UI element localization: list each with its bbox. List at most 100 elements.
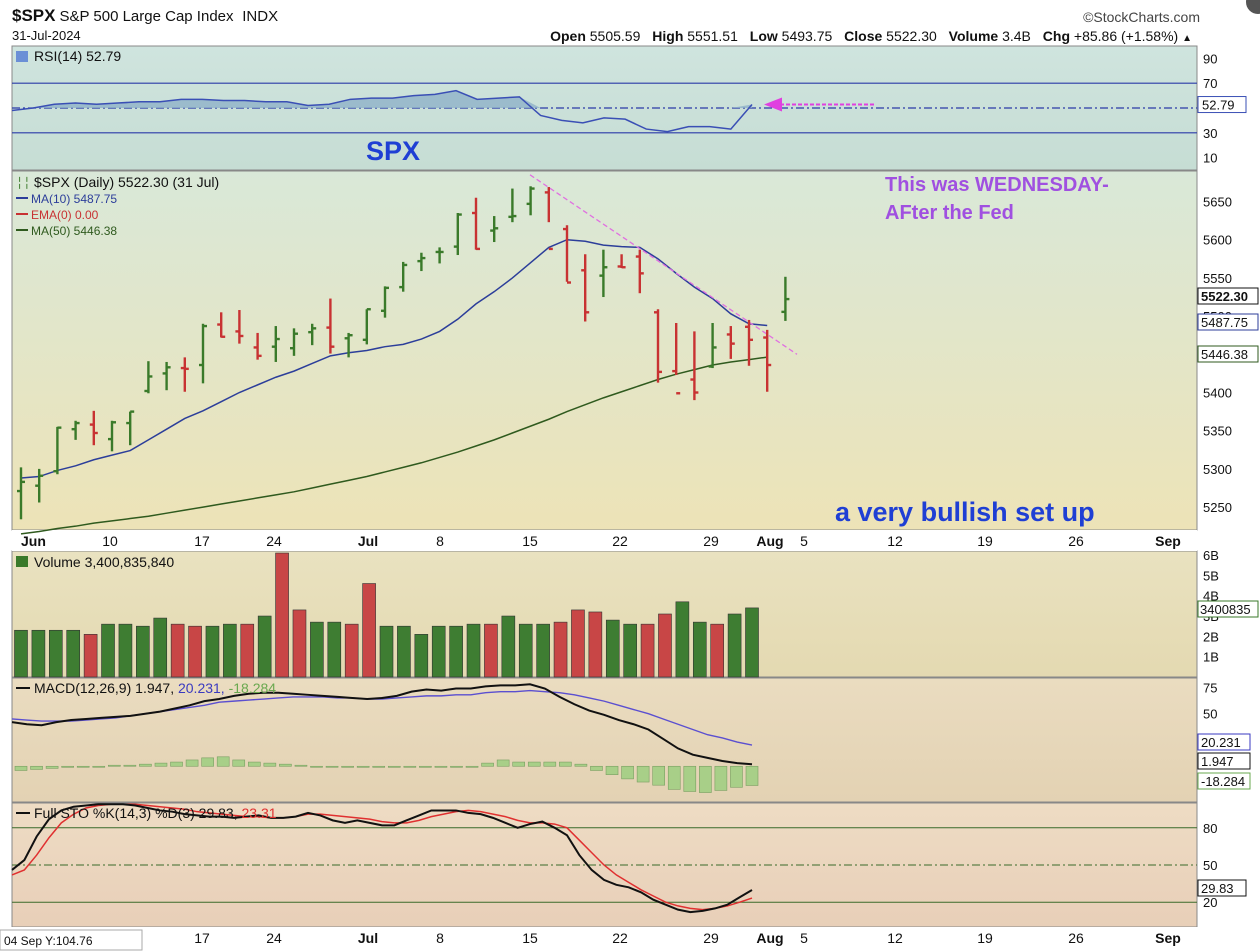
macd-last-value: -18.284 xyxy=(1201,774,1245,789)
price-title: $SPX (Daily) 5522.30 (31 Jul) xyxy=(34,174,219,190)
price-last-value: 5522.30 xyxy=(1201,289,1248,304)
brand-logo[interactable]: ©StockCharts.com xyxy=(1083,9,1200,25)
ma10-line xyxy=(20,238,768,479)
volume-last-value-box xyxy=(1197,600,1259,618)
price-last-value: 5446.38 xyxy=(1201,347,1248,362)
macd-histogram-bar xyxy=(559,761,572,767)
x-tick-label-bottom: 12 xyxy=(887,930,903,946)
volume-bar xyxy=(658,613,672,678)
macd-title-part: MACD(12,26,9) xyxy=(34,680,135,696)
volume-bar xyxy=(205,625,220,678)
x-tick-label-bottom: Sep xyxy=(1155,930,1181,946)
x-tick-label: Aug xyxy=(756,533,783,549)
macd-histogram-bar xyxy=(232,759,246,767)
chg-label: Chg xyxy=(1042,28,1071,44)
volume-bar xyxy=(571,609,585,678)
macd-histogram-bar xyxy=(247,761,261,767)
legend-entry: MA(50) 5446.38 xyxy=(31,224,117,238)
crosshair-readout-box xyxy=(0,929,143,951)
x-tick-label-bottom: Aug xyxy=(756,930,783,946)
x-tick-label: 10 xyxy=(102,533,118,549)
rsi-tick-label: 10 xyxy=(1203,151,1217,166)
volume-bar xyxy=(588,611,603,678)
corner-button-icon[interactable] xyxy=(1246,0,1260,14)
macd-histogram-bar xyxy=(61,765,74,768)
x-tick-label: 22 xyxy=(612,533,628,549)
macd-histogram-bar xyxy=(419,765,432,768)
macd-histogram-bar xyxy=(543,761,557,767)
volume-bar xyxy=(466,623,481,678)
macd-histogram-bar xyxy=(341,765,354,768)
x-tick-label: 19 xyxy=(977,533,993,549)
sto-k-line xyxy=(11,803,753,914)
volume-bar xyxy=(327,621,342,678)
volume-bar xyxy=(101,623,115,678)
arrow-annotation-icon xyxy=(764,97,782,112)
volume-bar xyxy=(240,623,255,678)
high-value: 5551.51 xyxy=(687,28,738,44)
macd-histogram-bar xyxy=(636,765,650,783)
x-tick-label: 8 xyxy=(436,533,444,549)
price-last-value-box xyxy=(1197,313,1259,331)
macd-histogram-bar xyxy=(139,763,152,767)
volume-bar xyxy=(275,552,289,678)
macd-histogram-bar xyxy=(496,759,510,767)
macd-histogram-bar xyxy=(387,765,401,768)
macd-histogram-bar xyxy=(714,765,728,791)
macd-histogram-bar xyxy=(170,761,183,767)
volume-bar xyxy=(745,607,759,678)
macd-histogram-bar xyxy=(185,759,199,767)
macd-last-value: 20.231 xyxy=(1201,735,1241,750)
ticker-title: $SPX S&P 500 Large Cap Index INDX xyxy=(12,6,278,26)
ohlc-readout: Open 5505.59 High 5551.51 Low 5493.75 Cl… xyxy=(550,28,1192,44)
volume-bar xyxy=(310,621,324,678)
spx-annotation: SPX xyxy=(366,136,420,166)
volume-tick-label: 2B xyxy=(1203,629,1219,644)
macd-histogram-bar xyxy=(356,765,370,768)
date-axis-strip xyxy=(12,530,1197,551)
volume-bar xyxy=(397,625,411,678)
x-tick-label: 12 xyxy=(887,533,903,549)
macd-histogram-bar xyxy=(590,765,603,771)
sto-last-value: 29.83 xyxy=(1201,881,1234,896)
macd-title-part: -18.284 xyxy=(229,680,277,696)
macd-histogram-bar xyxy=(123,764,137,767)
volume-bar xyxy=(414,634,429,678)
macd-title-part: 1.947, xyxy=(135,680,178,696)
x-tick-label: 15 xyxy=(522,533,538,549)
legend-entry: MA(10) 5487.75 xyxy=(31,192,117,206)
volume-bar xyxy=(49,629,63,678)
volume-bar xyxy=(449,625,463,678)
volume-bar xyxy=(136,625,150,678)
macd-histogram-bar xyxy=(512,761,526,767)
macd-histogram-bar xyxy=(108,764,121,767)
x-tick-label: 5 xyxy=(800,533,808,549)
x-tick-label-bottom: 26 xyxy=(1068,930,1084,946)
trendline xyxy=(529,174,798,355)
macd-histogram-bar xyxy=(481,762,494,767)
macd-histogram-bar xyxy=(574,763,588,767)
macd-tick-label: 50 xyxy=(1203,707,1217,722)
macd-histogram-bar xyxy=(621,765,634,780)
x-tick-label-bottom: 15 xyxy=(522,930,538,946)
macd-histogram-bar xyxy=(279,763,292,767)
x-tick-label-bottom: 5 xyxy=(800,930,808,946)
ticker-exchange: INDX xyxy=(242,8,279,25)
rsi-title: RSI(14) 52.79 xyxy=(34,48,121,64)
x-tick-label-bottom: 17 xyxy=(194,930,210,946)
price-tick-label: 5350 xyxy=(1203,424,1232,439)
high-label: High xyxy=(652,28,684,44)
macd-histogram-bar xyxy=(745,765,759,786)
macd-histogram-bar xyxy=(730,765,743,788)
volume-value: 3.4B xyxy=(1002,28,1031,44)
macd-line xyxy=(11,683,753,766)
volume-bar xyxy=(31,629,46,678)
volume-bar xyxy=(118,623,133,678)
macd-histogram-bar xyxy=(45,765,59,769)
volume-indicator-icon xyxy=(16,556,28,567)
rsi-tick-label: 90 xyxy=(1203,51,1217,66)
ma50-line xyxy=(20,356,768,535)
x-tick-label: Sep xyxy=(1155,533,1181,549)
volume-bar xyxy=(710,623,724,678)
volume-bar xyxy=(379,625,394,678)
